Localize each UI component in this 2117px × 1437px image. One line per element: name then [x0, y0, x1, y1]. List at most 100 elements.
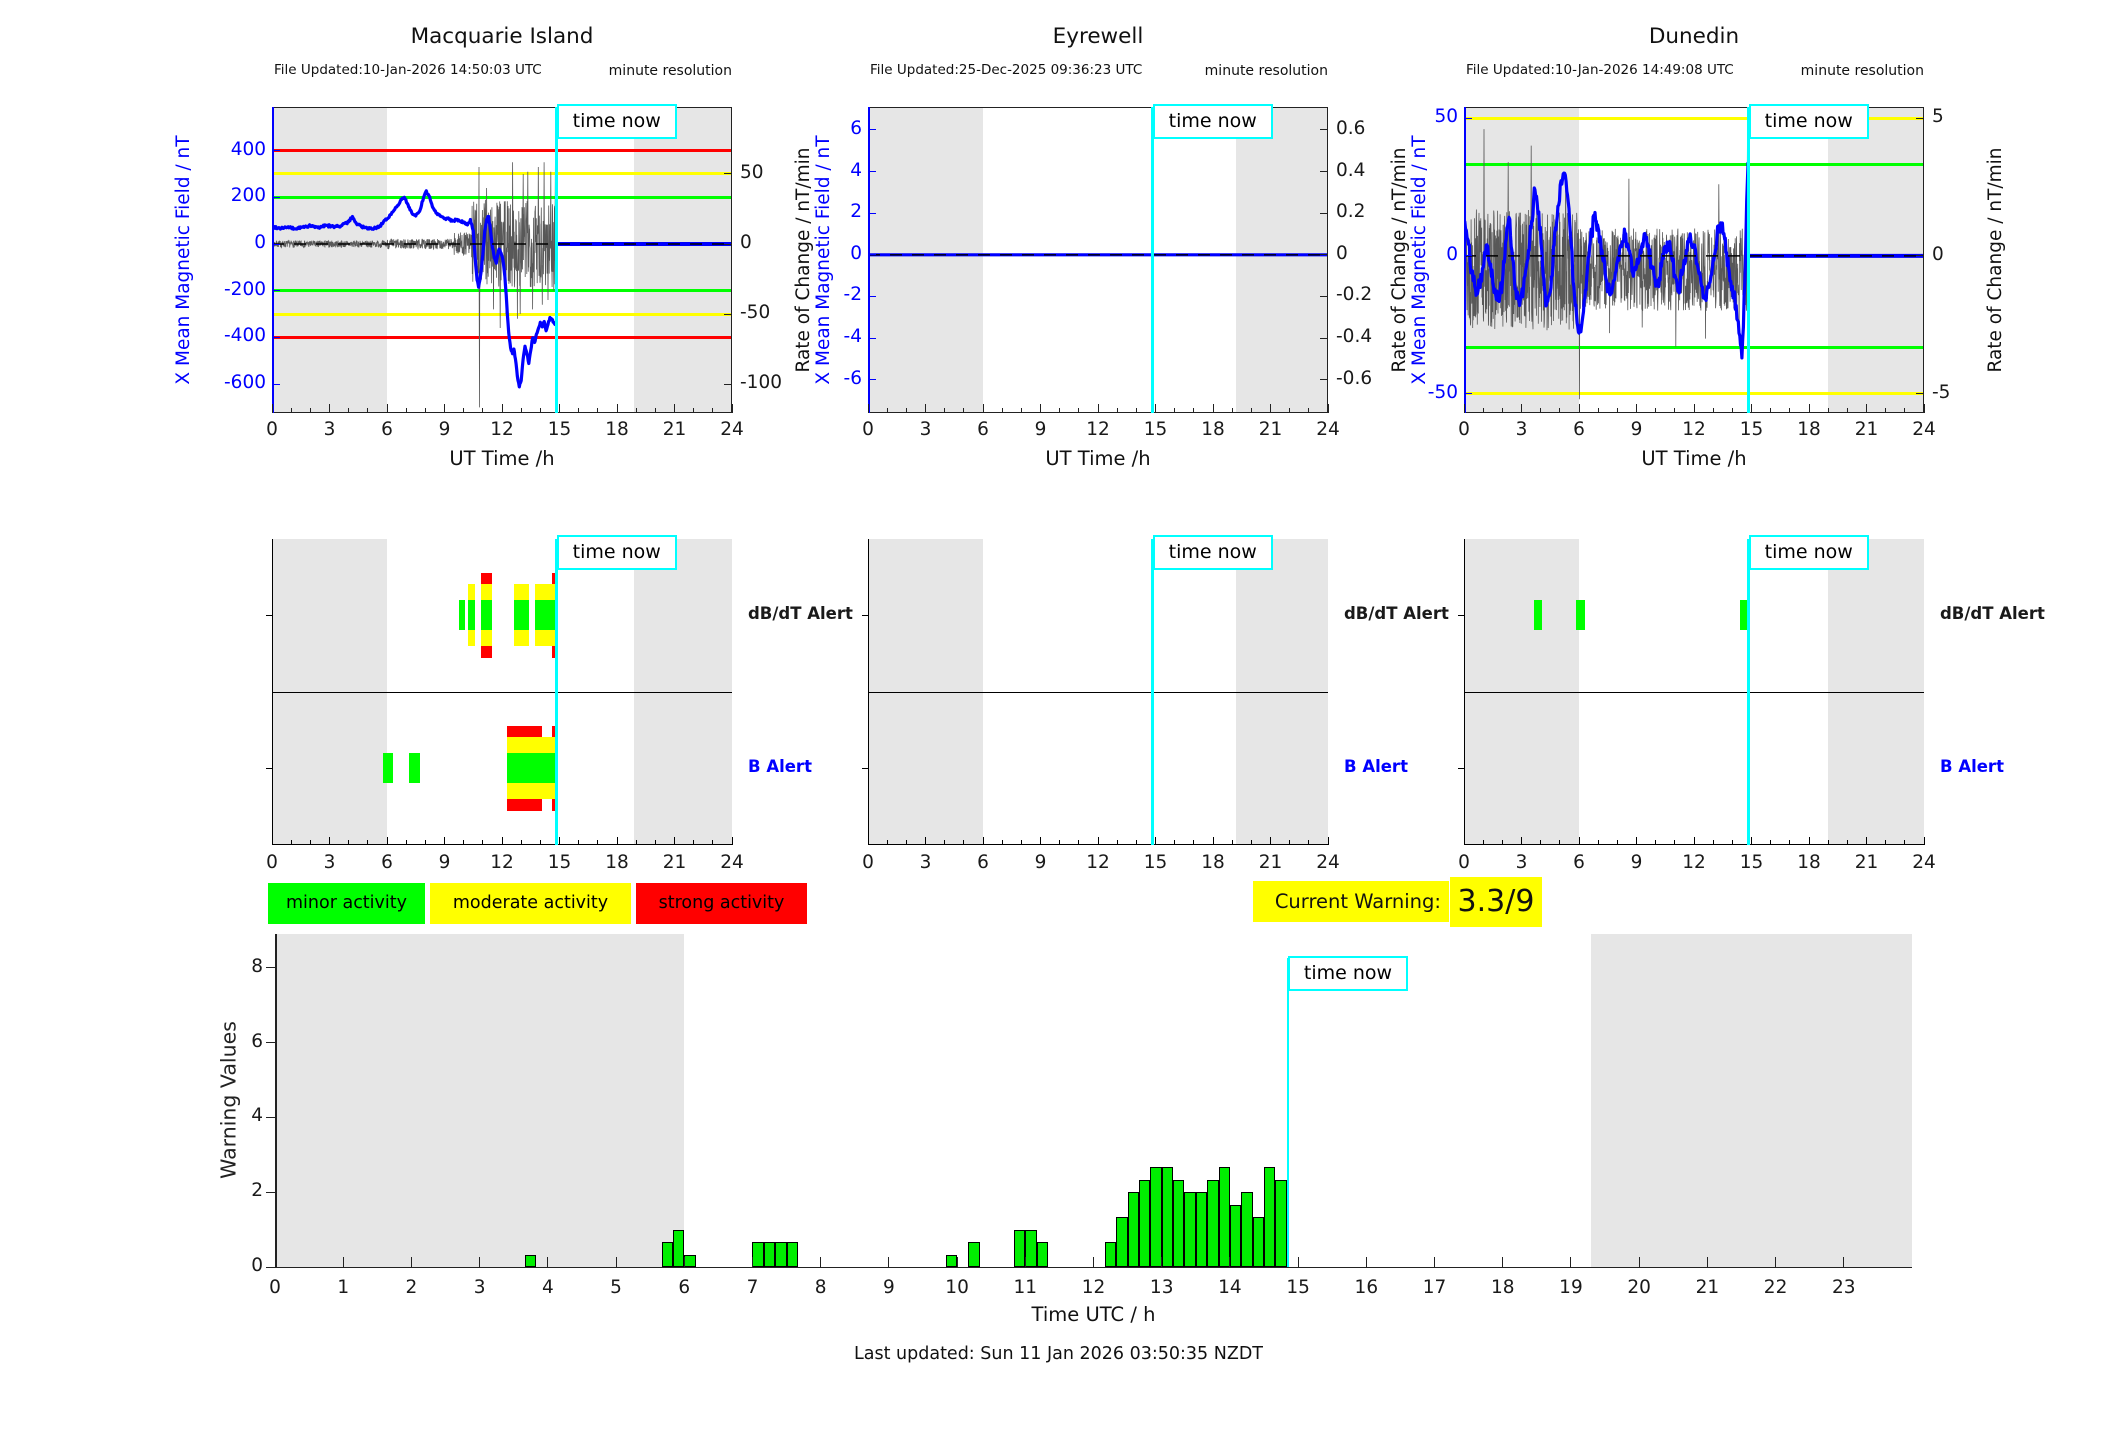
x-tick	[1289, 408, 1291, 413]
warning-bar	[752, 1241, 764, 1267]
y-tick	[266, 614, 272, 616]
x-tick	[1578, 404, 1580, 413]
x-tick	[1570, 1257, 1572, 1267]
time-now-line	[555, 539, 558, 845]
x-tick	[329, 404, 330, 413]
warning-bar	[661, 1241, 673, 1267]
x-tick	[1775, 1257, 1777, 1267]
left-axis	[1464, 107, 1466, 413]
x-tick	[1712, 840, 1714, 845]
y-tick-label-right: 0	[740, 232, 752, 253]
y-tick-left	[1464, 117, 1472, 119]
y-tick-left	[272, 150, 280, 152]
x-tick	[1059, 840, 1061, 845]
y-tick	[266, 967, 275, 969]
y-tick-label-left: -50	[1427, 381, 1458, 403]
y-tick-label: 4	[251, 1105, 263, 1127]
y-tick-left	[868, 212, 876, 214]
x-tick-label: 21	[662, 419, 687, 440]
y-tick-right	[1320, 254, 1328, 256]
y-tick-label-left: 2	[850, 201, 862, 223]
x-tick	[348, 408, 350, 413]
x-tick-label: 16	[1354, 1277, 1379, 1298]
x-tick-label: 17	[1422, 1277, 1447, 1298]
alert-bar-minor	[513, 600, 529, 630]
warning-bar	[1252, 1217, 1264, 1267]
x-tick	[1904, 840, 1906, 845]
y-tick-left	[272, 290, 280, 292]
x-tick	[616, 837, 618, 845]
x-tick	[1770, 840, 1772, 845]
warning-bar	[1036, 1241, 1049, 1267]
x-tick	[982, 837, 984, 845]
y-tick-label-right: 5	[1932, 106, 1944, 128]
y-tick	[266, 1266, 275, 1268]
x-tick	[405, 840, 407, 845]
bottom-axis	[275, 1266, 1912, 1268]
x-tick	[1885, 840, 1887, 845]
warning-bar	[1138, 1179, 1151, 1267]
x-tick-label: 24	[1912, 419, 1936, 440]
left-axis	[275, 934, 277, 1267]
x-tick	[1463, 404, 1465, 413]
x-tick	[1843, 1257, 1845, 1267]
x-tick	[1020, 408, 1022, 413]
y-tick-label-left: -4	[843, 326, 862, 348]
warning-bar	[1195, 1192, 1208, 1267]
minute-resolution-note: minute resolution	[1204, 63, 1328, 79]
current-warning-label: Current Warning:	[1253, 881, 1449, 922]
y-tick-label-right: 0.6	[1336, 117, 1366, 139]
x-tick-label: 24	[1912, 852, 1936, 873]
x-tick-label: 0	[1458, 419, 1470, 440]
x-tick	[410, 1257, 412, 1267]
x-tick	[925, 404, 926, 413]
y-tick-label: 6	[251, 1030, 263, 1052]
warning-bar	[525, 1254, 537, 1267]
x-tick-label: 3	[919, 852, 932, 873]
night-band	[634, 107, 732, 413]
x-tick-label: 18	[605, 852, 629, 873]
x-tick-label: 21	[1258, 419, 1283, 440]
x-tick	[956, 1257, 958, 1267]
x-tick	[905, 408, 907, 413]
x-tick	[290, 840, 292, 845]
x-tick-label: 0	[269, 1277, 281, 1298]
x-tick-label: 9	[1630, 419, 1643, 440]
x-tick-label: 3	[323, 852, 336, 873]
minute-resolution-note: minute resolution	[608, 63, 732, 79]
y-tick-right	[1320, 212, 1328, 214]
x-tick	[1655, 840, 1657, 845]
x-tick-label: 3	[1515, 852, 1528, 873]
y-tick-label-right: -0.2	[1336, 284, 1373, 306]
x-tick	[712, 408, 714, 413]
y-tick-label-left: 0	[850, 242, 862, 264]
x-tick	[982, 404, 984, 413]
x-tick	[1270, 837, 1271, 845]
y-tick-label: 8	[251, 955, 263, 977]
x-tick-label: 5	[610, 1277, 622, 1298]
file-updated-dunedin: File Updated:10-Jan-2026 14:49:08 UTC	[1466, 62, 1734, 78]
y-tick-label-left: -200	[224, 278, 266, 300]
y-tick-right	[1916, 393, 1924, 395]
x-tick	[1674, 408, 1676, 413]
x-tick-label: 3	[1515, 419, 1528, 440]
y-tick-label: 0	[251, 1255, 263, 1276]
series-canvas	[272, 162, 732, 408]
warning-chart-area	[266, 934, 1912, 1268]
x-tick-label: 24	[720, 852, 744, 873]
time-now-box: time now	[1748, 535, 1869, 570]
x-tick	[463, 840, 465, 845]
b-alert-label: B Alert	[1940, 757, 2004, 776]
x-tick	[1097, 404, 1099, 413]
x-tick-label: 19	[1559, 1277, 1583, 1298]
x-tick	[751, 1257, 753, 1267]
x-tick	[1327, 404, 1329, 413]
x-tick	[1308, 408, 1310, 413]
x-tick	[1174, 840, 1176, 845]
x-tick-label: 18	[1797, 419, 1821, 440]
warning-bar	[1218, 1167, 1230, 1267]
warning-bar	[786, 1241, 798, 1267]
minute-resolution-note: minute resolution	[1800, 63, 1924, 79]
y-tick-label-right: -0.4	[1336, 326, 1373, 348]
x-tick-label: 8	[814, 1277, 827, 1298]
